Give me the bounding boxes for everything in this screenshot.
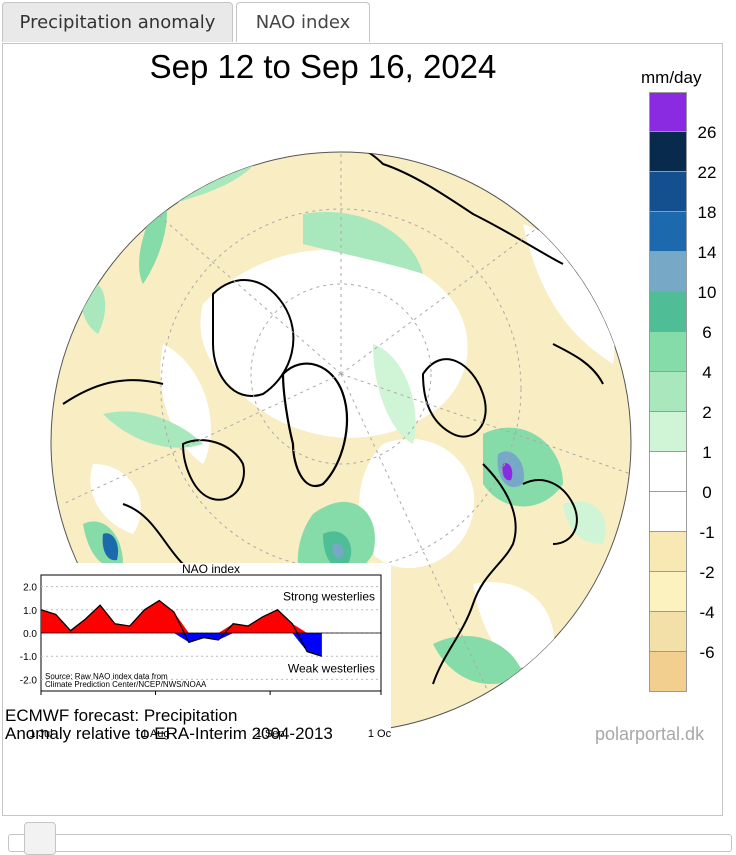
nao-x-tick: 1 Jul xyxy=(29,728,52,740)
nao-y-tick: 0.0 xyxy=(23,629,37,640)
map-title: Sep 12 to Sep 16, 2024 xyxy=(149,48,497,85)
date-slider-handle[interactable] xyxy=(24,822,56,855)
nao-x-tick: 1 Oct xyxy=(368,728,391,740)
legend-tick-label: 0 xyxy=(702,483,712,502)
legend-tick-label: 10 xyxy=(697,283,717,302)
map-panel: Sep 12 to Sep 16, 2024 mm/day 26 22 18 14 10… xyxy=(2,43,723,816)
legend-swatch xyxy=(649,212,687,252)
nao-positive-area xyxy=(41,600,322,633)
legend-swatch xyxy=(649,332,687,372)
nao-source-line2: Climate Prediction Center/NCEP/NWS/NOAA xyxy=(45,680,207,689)
legend-swatch xyxy=(649,612,687,652)
color-legend xyxy=(649,92,687,692)
legend-tick-label: 26 xyxy=(697,123,717,142)
legend-tick-label: -1 xyxy=(699,523,715,542)
nao-x-tick: 1 Aug xyxy=(141,728,169,740)
nao-index-inset: NAO index 2.0 1.0 0.0 -1.0 -2.0 1 Jul 1 Aug 1 Se… xyxy=(3,562,394,743)
map-footer-line1: ECMWF forecast: Precipitation xyxy=(5,706,238,725)
map-footer-line2: Anomaly relative to ERA-Interim 2004-201… xyxy=(5,724,333,743)
legend-tick-label: 4 xyxy=(702,363,712,382)
legend-swatch xyxy=(649,532,687,572)
legend-swatch xyxy=(649,172,687,212)
legend-tick-label: 6 xyxy=(702,323,712,342)
polarportal-credit: polarportal.dk xyxy=(595,724,705,744)
nao-title: NAO index xyxy=(182,563,240,576)
legend-swatch xyxy=(649,452,687,492)
legend-tick-label: 14 xyxy=(697,243,717,262)
nao-chart: NAO index 2.0 1.0 0.0 -1.0 -2.0 1 Jul 1 Aug 1 Se… xyxy=(20,562,394,740)
nao-source-line1: Source: Raw NAO index data from xyxy=(45,672,168,681)
legend-tick-label: -6 xyxy=(699,643,715,662)
date-slider-track[interactable] xyxy=(8,834,732,852)
legend-tick-label: 18 xyxy=(697,203,717,222)
nao-x-tick: 1 Sep xyxy=(256,728,285,740)
legend-tick-label: 1 xyxy=(702,443,712,462)
legend-unit: mm/day xyxy=(641,68,702,87)
legend-tick-label: 22 xyxy=(697,163,717,182)
nao-y-tick: 1.0 xyxy=(23,606,37,617)
legend-tick-label: -2 xyxy=(699,563,715,582)
legend-swatch xyxy=(649,572,687,612)
legend-swatch xyxy=(649,372,687,412)
legend-swatch xyxy=(649,132,687,172)
nao-y-tick: -2.0 xyxy=(20,675,38,686)
nao-label-strong: Strong westerlies xyxy=(283,590,375,604)
legend-swatch xyxy=(649,412,687,452)
nao-series-line xyxy=(40,599,323,657)
legend-swatch xyxy=(649,252,687,292)
nao-y-tick: 2.0 xyxy=(23,583,37,594)
legend-tick-label: 2 xyxy=(702,403,712,422)
legend-tick-label: -4 xyxy=(699,603,715,622)
nao-label-weak: Weak westerlies xyxy=(288,661,375,675)
tab-precipitation-anomaly[interactable]: Precipitation anomaly xyxy=(2,2,233,42)
nao-y-tick: -1.0 xyxy=(20,652,38,663)
tab-bar: Precipitation anomaly NAO index xyxy=(0,0,736,44)
legend-swatch xyxy=(649,492,687,532)
tab-nao-index[interactable]: NAO index xyxy=(236,2,370,42)
legend-swatch xyxy=(649,652,687,692)
legend-swatch xyxy=(649,292,687,332)
legend-swatch xyxy=(649,92,687,132)
